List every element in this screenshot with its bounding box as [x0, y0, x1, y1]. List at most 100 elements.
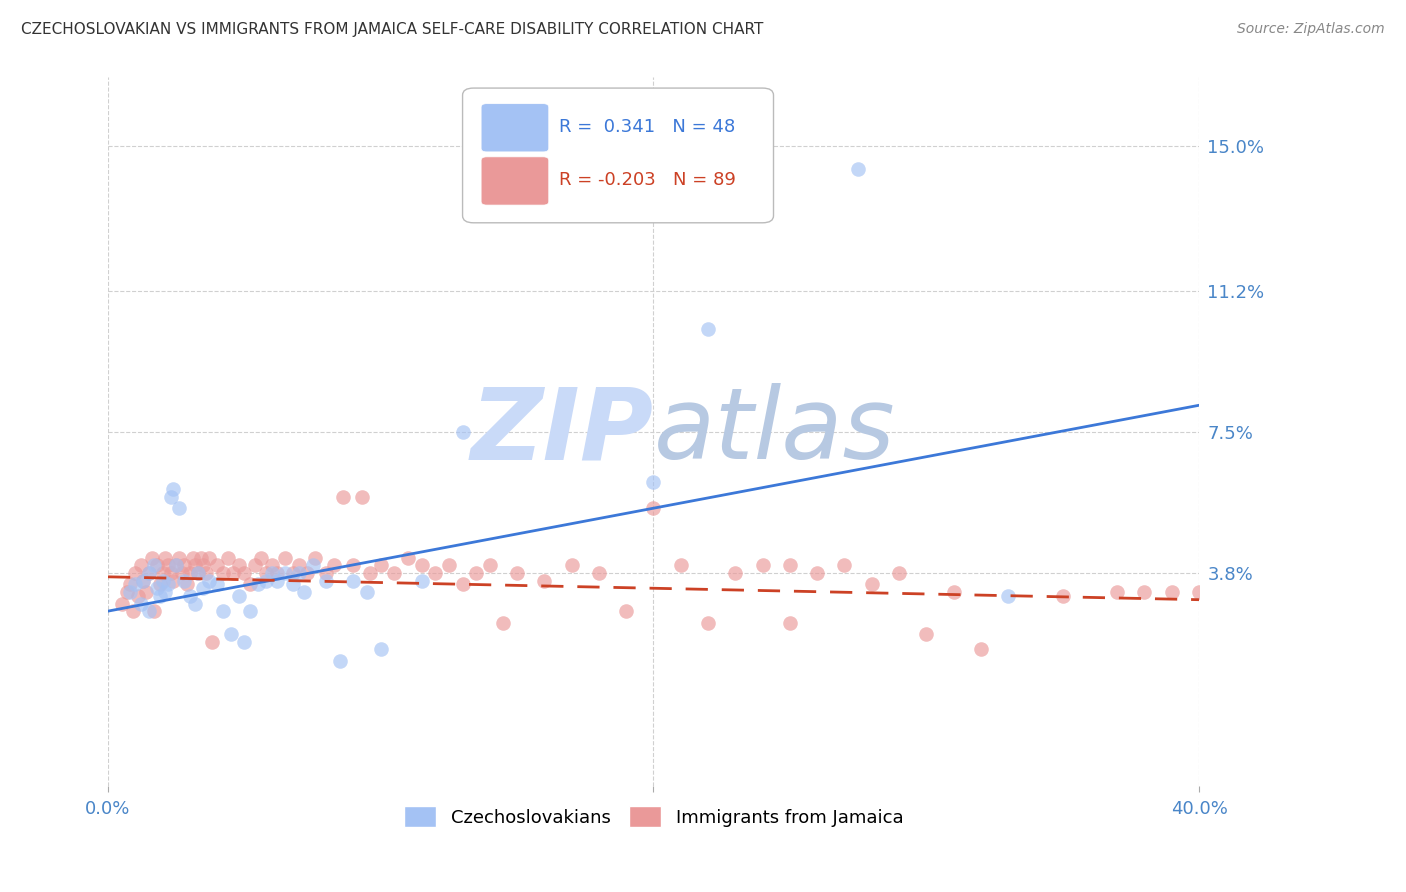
Point	[492, 615, 515, 630]
Point	[124, 566, 146, 580]
Point	[697, 615, 720, 630]
Point	[233, 566, 256, 580]
Point	[669, 558, 692, 573]
Point	[190, 550, 212, 565]
Point	[132, 574, 155, 588]
Point	[219, 627, 242, 641]
Point	[205, 558, 228, 573]
Point	[167, 550, 190, 565]
Point	[301, 558, 323, 573]
Point	[138, 566, 160, 580]
Point	[143, 604, 166, 618]
Point	[588, 566, 610, 580]
Text: CZECHOSLOVAKIAN VS IMMIGRANTS FROM JAMAICA SELF-CARE DISABILITY CORRELATION CHAR: CZECHOSLOVAKIAN VS IMMIGRANTS FROM JAMAI…	[21, 22, 763, 37]
Point	[111, 597, 134, 611]
Point	[159, 490, 181, 504]
Point	[118, 577, 141, 591]
Point	[173, 558, 195, 573]
Point	[187, 566, 209, 580]
Point	[288, 566, 311, 580]
Point	[465, 566, 488, 580]
Point	[249, 550, 271, 565]
Point	[173, 574, 195, 588]
Point	[1188, 585, 1211, 599]
Point	[155, 550, 177, 565]
Point	[179, 566, 201, 580]
Point	[478, 558, 501, 573]
Point	[1133, 585, 1156, 599]
Point	[451, 577, 474, 591]
Point	[156, 558, 179, 573]
Point	[359, 566, 381, 580]
Point	[342, 558, 364, 573]
Point	[193, 558, 215, 573]
Point	[260, 566, 283, 580]
Point	[184, 558, 207, 573]
Text: Source: ZipAtlas.com: Source: ZipAtlas.com	[1237, 22, 1385, 37]
Point	[211, 604, 233, 618]
Point	[135, 585, 157, 599]
Point	[159, 566, 181, 580]
Point	[184, 597, 207, 611]
Point	[146, 581, 169, 595]
Point	[779, 615, 801, 630]
FancyBboxPatch shape	[481, 103, 548, 152]
Point	[304, 550, 326, 565]
Point	[533, 574, 555, 588]
Point	[283, 566, 305, 580]
Point	[195, 566, 218, 580]
Point	[165, 558, 187, 573]
Point	[942, 585, 965, 599]
Point	[239, 577, 262, 591]
Point	[254, 566, 277, 580]
Point	[806, 566, 828, 580]
Point	[329, 654, 352, 668]
Point	[887, 566, 910, 580]
Point	[1160, 585, 1182, 599]
Point	[315, 566, 337, 580]
Point	[846, 161, 869, 176]
Point	[138, 566, 160, 580]
Point	[187, 566, 209, 580]
Point	[129, 558, 152, 573]
Point	[915, 627, 938, 641]
Point	[292, 585, 315, 599]
Point	[138, 604, 160, 618]
Point	[274, 550, 297, 565]
Point	[162, 482, 184, 496]
Point	[779, 558, 801, 573]
Point	[179, 589, 201, 603]
Point	[146, 558, 169, 573]
Point	[152, 566, 174, 580]
Point	[396, 550, 419, 565]
Point	[149, 589, 172, 603]
FancyBboxPatch shape	[481, 157, 548, 205]
Point	[181, 550, 204, 565]
Point	[356, 585, 378, 599]
Point	[170, 566, 193, 580]
Point	[141, 550, 163, 565]
Point	[155, 585, 177, 599]
Point	[132, 574, 155, 588]
Point	[860, 577, 883, 591]
Point	[201, 634, 224, 648]
FancyBboxPatch shape	[463, 88, 773, 223]
Point	[152, 574, 174, 588]
Point	[254, 574, 277, 588]
Point	[1107, 585, 1129, 599]
Point	[382, 566, 405, 580]
Point	[193, 581, 215, 595]
Point	[288, 558, 311, 573]
Point	[1052, 589, 1074, 603]
Point	[247, 577, 270, 591]
Point	[614, 604, 637, 618]
Point	[260, 558, 283, 573]
Point	[205, 577, 228, 591]
Point	[506, 566, 529, 580]
Point	[997, 589, 1019, 603]
Point	[228, 589, 250, 603]
Point	[143, 558, 166, 573]
Point	[411, 558, 433, 573]
Legend: Czechoslovakians, Immigrants from Jamaica: Czechoslovakians, Immigrants from Jamaic…	[396, 799, 911, 834]
Point	[127, 589, 149, 603]
